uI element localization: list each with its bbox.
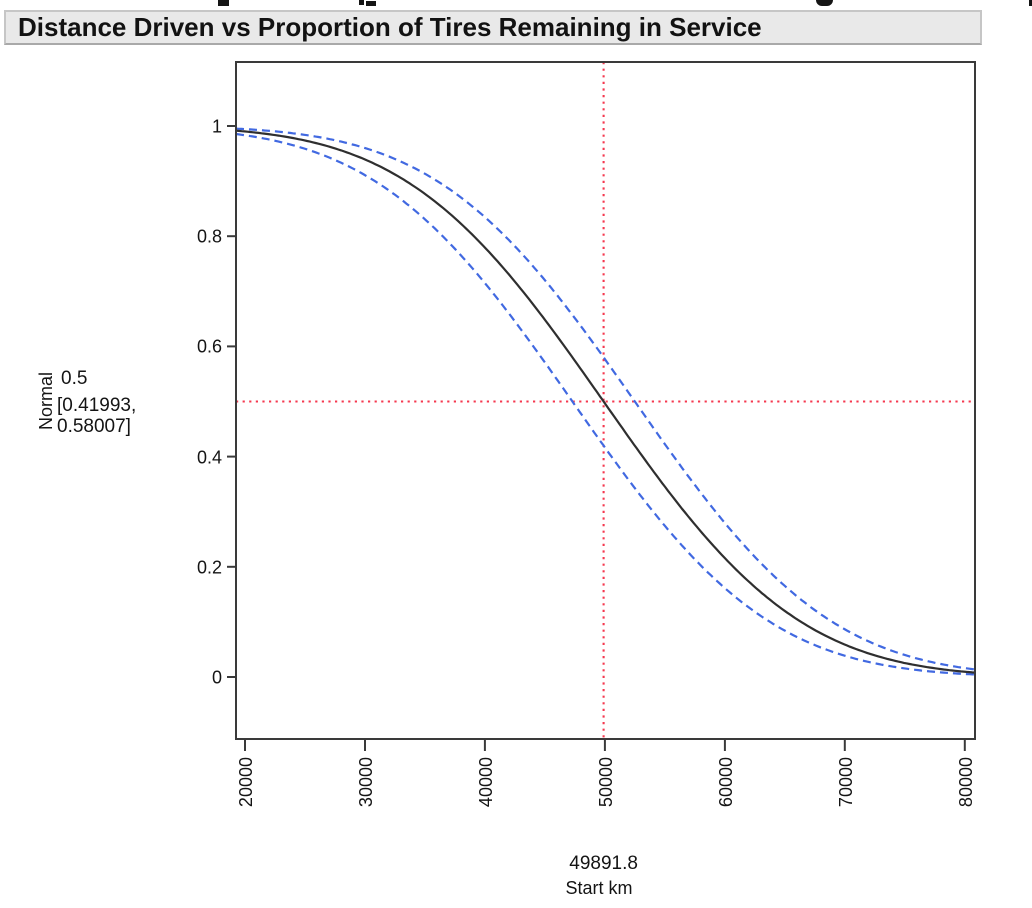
x-tick-label: 30000 [356, 757, 376, 807]
crosshair-y-value[interactable]: 0.5 [61, 368, 87, 389]
ci-upper-curve [235, 127, 976, 671]
x-axis-title: Start km [565, 878, 632, 898]
ci-interval-line1: [0.41993, [57, 395, 136, 416]
clipped-heading-fragment [218, 0, 229, 6]
report-title: Distance Driven vs Proportion of Tires R… [18, 12, 762, 42]
x-tick-label: 70000 [836, 757, 856, 807]
estimate-curve [235, 129, 976, 674]
y-tick-label: 0.2 [197, 557, 222, 577]
y-tick-label: 0.4 [197, 447, 222, 467]
x-tick-label: 60000 [716, 757, 736, 807]
y-tick-label: 0.6 [197, 336, 222, 356]
clipped-heading-fragment [816, 0, 833, 6]
y-tick-label: 0 [212, 667, 222, 687]
ci-interval-line2: 0.58007] [57, 416, 131, 437]
y-tick-label: 0.8 [197, 226, 222, 246]
clipped-heading-fragment [1029, 0, 1032, 6]
x-tick-label: 20000 [236, 757, 256, 807]
clipped-heading-fragment [359, 0, 364, 5]
clipped-heading-fragment [366, 1, 376, 6]
x-axis-ticks [244, 739, 966, 751]
report-title-bar[interactable]: Distance Driven vs Proportion of Tires R… [4, 10, 982, 45]
crosshair-x-value[interactable]: 49891.8 [569, 853, 638, 874]
x-tick-label: 80000 [956, 757, 976, 807]
y-axis-ticks [227, 125, 236, 678]
y-axis-title: Normal [36, 372, 56, 430]
x-tick-label: 50000 [596, 757, 616, 807]
y-tick-label: 1 [212, 116, 222, 136]
ci-lower-curve [235, 132, 976, 676]
x-tick-label: 40000 [476, 757, 496, 807]
